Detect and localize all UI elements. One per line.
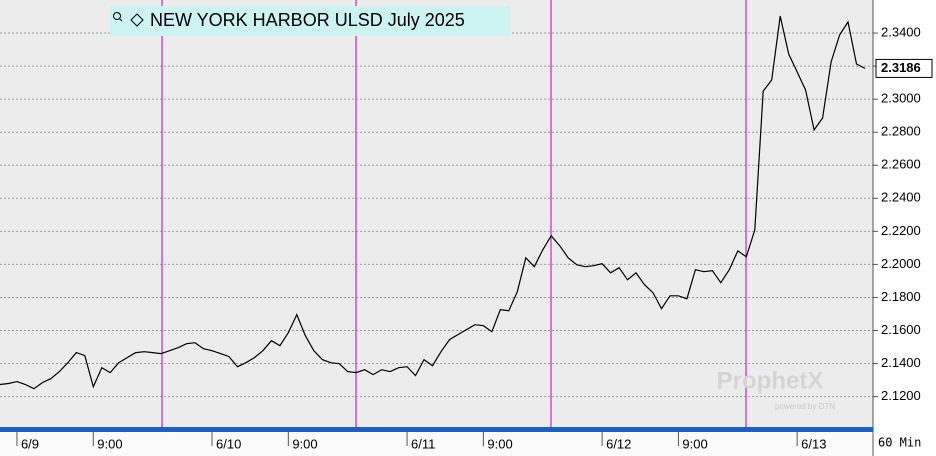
search-icon[interactable] <box>113 12 121 20</box>
x-tick-label: 9:00 <box>97 436 122 451</box>
series <box>0 15 866 390</box>
diamond-icon[interactable] <box>130 13 144 27</box>
y-tick-label: 2.3000 <box>881 91 921 106</box>
plot-area <box>0 0 873 428</box>
watermark: ProphetX <box>717 367 824 394</box>
chart-title: NEW YORK HARBOR ULSD July 2025 <box>150 10 465 30</box>
interval-label: 60 Min <box>878 436 921 450</box>
y-tick-label: 2.1200 <box>881 388 921 403</box>
title-box <box>110 6 510 36</box>
session-separators <box>161 0 747 428</box>
y-tick-label: 2.1600 <box>881 322 921 337</box>
x-tick-label: 6/11 <box>411 436 435 451</box>
x-tick-label: 9:00 <box>487 436 512 451</box>
price-line <box>0 15 866 390</box>
watermark-sub: powered by DTN <box>775 402 835 411</box>
y-tick-label: 2.2200 <box>881 223 921 238</box>
y-tick-label: 2.2400 <box>881 190 921 205</box>
y-tick-label: 2.1800 <box>881 289 921 304</box>
x-axis-area <box>0 432 873 456</box>
x-tick-label: 6/9 <box>21 436 39 451</box>
y-tick-label: 2.2000 <box>881 256 921 271</box>
search-icon-handle <box>119 18 123 22</box>
y-tick-label: 2.2600 <box>881 157 921 172</box>
x-axis-bar <box>0 427 873 432</box>
last-value-label: 2.3186 <box>881 60 921 75</box>
x-tick-label: 9:00 <box>682 436 707 451</box>
x-tick-label: 9:00 <box>292 436 317 451</box>
y-tick-label: 2.2800 <box>881 124 921 139</box>
y-tick-label: 2.3400 <box>881 24 921 39</box>
x-tick-label: 6/12 <box>606 436 631 451</box>
x-tick-label: 6/10 <box>216 436 241 451</box>
x-tick-label: 6/13 <box>801 436 826 451</box>
last-value-box <box>875 58 933 78</box>
y-tick-label: 2.1400 <box>881 355 921 370</box>
